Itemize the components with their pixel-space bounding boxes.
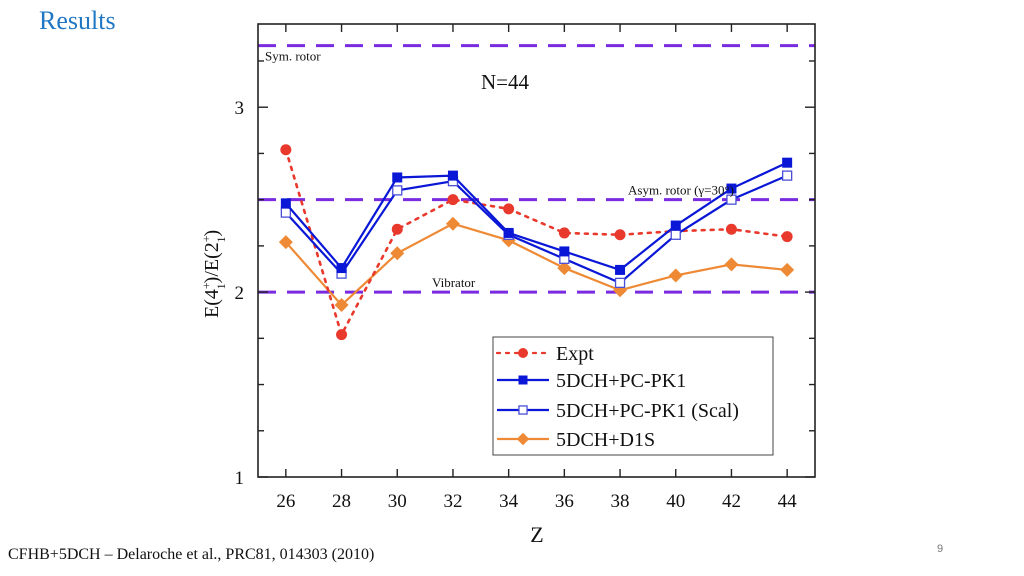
data-point xyxy=(503,203,515,215)
page-number: 9 xyxy=(937,543,944,555)
data-point xyxy=(614,229,626,241)
legend: Expt 5DCH+PC-PK1 5DCH+PC-PK1 (Scal) 5DCH+D1… xyxy=(492,336,774,456)
data-point xyxy=(782,170,793,181)
legend-item: 5DCH+D1S xyxy=(497,429,655,451)
data-point xyxy=(447,170,458,181)
legend-item: Expt xyxy=(495,343,594,365)
legend-marker xyxy=(516,432,530,446)
slide-title: Results xyxy=(39,6,116,35)
data-point xyxy=(280,198,291,209)
data-point xyxy=(280,144,292,156)
data-point xyxy=(726,183,737,194)
series-5dch-pc-pk1 xyxy=(280,157,793,275)
data-point xyxy=(670,220,681,231)
data-point xyxy=(278,235,293,250)
y-tick-label: 2 xyxy=(235,283,245,304)
data-point xyxy=(503,227,514,238)
legend-marker xyxy=(518,405,528,415)
legend-label: 5DCH+PC-PK1 xyxy=(556,370,686,392)
x-tick-label: 36 xyxy=(555,491,574,512)
data-point xyxy=(668,268,683,283)
x-tick-label: 30 xyxy=(388,491,407,512)
series-layer xyxy=(278,144,795,341)
x-tick-label: 44 xyxy=(778,491,798,512)
legend-label: 5DCH+PC-PK1 (Scal) xyxy=(556,400,739,422)
data-point xyxy=(447,194,459,206)
data-point xyxy=(280,207,292,218)
data-point xyxy=(781,231,793,243)
reference-labels: Sym. rotor Asym. rotor (γ=30°) Vibrator xyxy=(265,49,734,290)
legend-marker xyxy=(518,348,528,358)
y-axis-label: E(4+1)/E(2+1) xyxy=(199,230,228,318)
data-point xyxy=(392,172,403,183)
data-point xyxy=(724,257,739,272)
footer-reference: CFHB+5DCH – Delaroche et al., PRC81, 014… xyxy=(8,546,375,563)
data-point xyxy=(390,246,405,261)
x-tick-label: 42 xyxy=(722,491,741,512)
svg-text:E(4+1)/E(2+1): E(4+1)/E(2+1) xyxy=(199,230,228,318)
data-point xyxy=(336,329,348,341)
plot-frame xyxy=(257,23,816,478)
legend-box xyxy=(492,336,774,456)
legend-item: 5DCH+PC-PK1 xyxy=(497,370,686,392)
chart-title: N=44 xyxy=(481,70,530,94)
data-point xyxy=(557,261,572,276)
x-tick-label: 26 xyxy=(276,491,295,512)
series-5dch-d1s xyxy=(278,216,795,313)
series-line xyxy=(285,161,788,272)
data-point xyxy=(334,298,349,313)
x-tick-label: 32 xyxy=(443,491,462,512)
data-point xyxy=(780,262,795,277)
x-tick-label: 28 xyxy=(332,491,351,512)
data-point xyxy=(336,263,347,274)
data-point xyxy=(445,216,460,231)
x-tick-label: 34 xyxy=(499,491,519,512)
data-point xyxy=(670,229,681,240)
series-line xyxy=(285,174,788,285)
data-point xyxy=(392,185,403,196)
x-tick-label: 38 xyxy=(611,491,630,512)
reference-label: Asym. rotor (γ=30°) xyxy=(628,183,734,198)
x-tick-label: 40 xyxy=(666,491,685,512)
legend-item: 5DCH+PC-PK1 (Scal) xyxy=(497,400,739,422)
data-point xyxy=(726,194,737,205)
legend-marker xyxy=(518,375,528,385)
reference-label: Vibrator xyxy=(432,275,476,290)
y-tick-label: 3 xyxy=(235,98,245,119)
axis-ticks: 26 28 30 32 34 36 38 40 42 44 1 2 3 xyxy=(235,24,815,512)
data-point xyxy=(725,223,737,235)
data-point xyxy=(559,246,570,257)
reference-lines xyxy=(258,44,815,294)
series-line xyxy=(284,148,789,339)
data-point xyxy=(391,223,403,235)
x-axis-label: Z xyxy=(530,522,543,547)
data-point xyxy=(614,277,626,289)
reference-label: Sym. rotor xyxy=(265,49,321,64)
legend-label: 5DCH+D1S xyxy=(556,429,655,451)
data-point xyxy=(615,264,626,275)
data-point xyxy=(558,227,570,239)
data-point xyxy=(782,157,793,168)
y-tick-label: 1 xyxy=(235,468,245,489)
series-line xyxy=(285,222,788,307)
legend-label: Expt xyxy=(556,343,594,365)
